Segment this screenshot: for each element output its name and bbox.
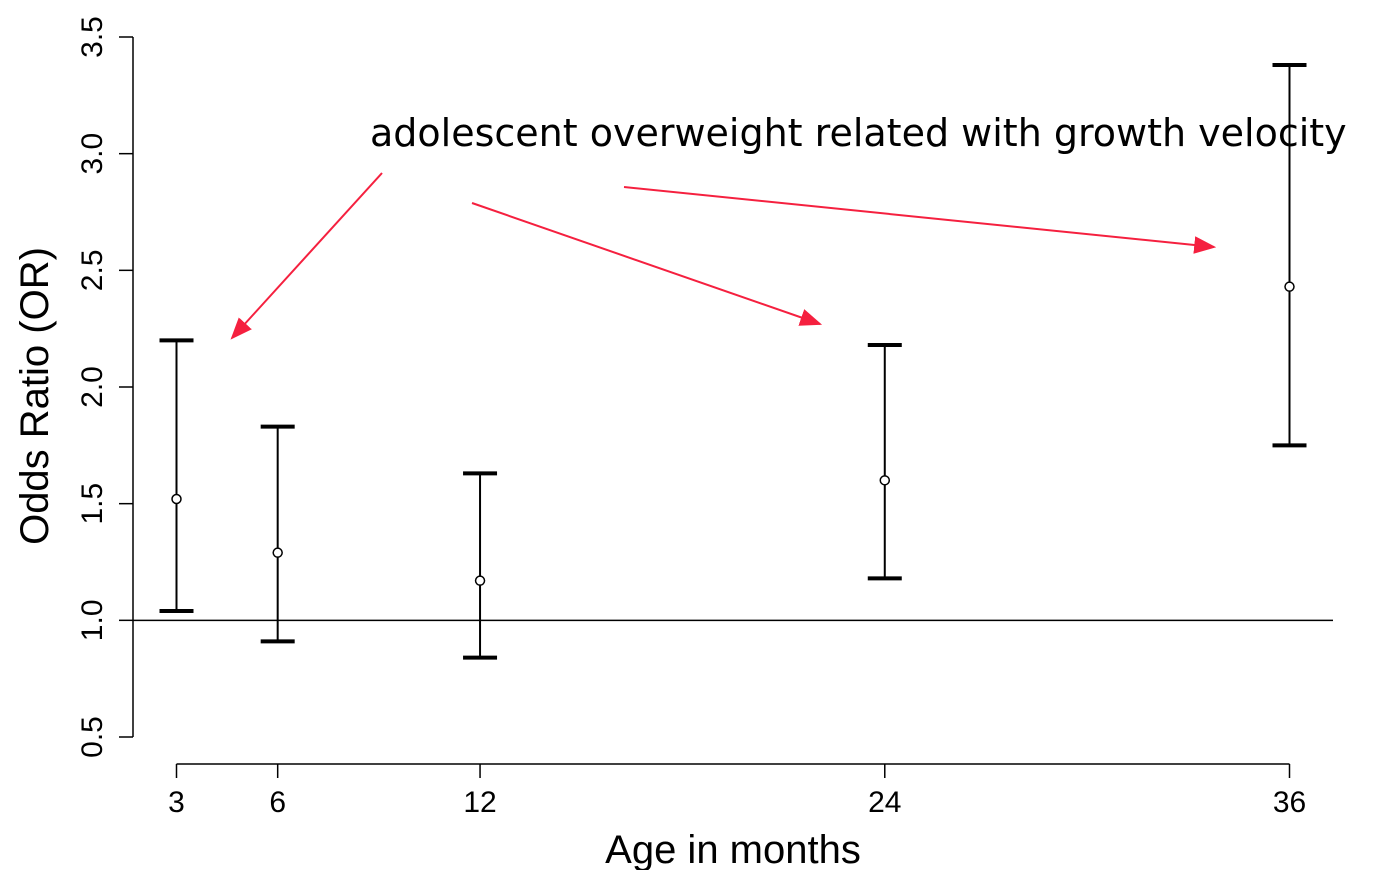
x-tick-label: 12 (463, 786, 496, 819)
x-axis-title: Age in months (605, 828, 861, 870)
y-tick-label: 0.5 (76, 716, 109, 758)
x-tick-label: 3 (168, 786, 185, 819)
y-axis: 0.5 1.0 1.5 2.0 2.5 3.0 3.5 (76, 16, 134, 758)
y-axis-title: Odds Ratio (OR) (13, 247, 57, 545)
annotation-text: adolescent overweight related with growt… (370, 111, 1347, 155)
odds-ratio-point (1284, 281, 1295, 292)
data-points (171, 281, 1295, 586)
odds-ratio-point (272, 547, 283, 558)
x-axis: 3 6 12 24 36 (168, 763, 1306, 819)
x-tick-label: 24 (868, 786, 901, 819)
odds-ratio-point (879, 475, 891, 486)
y-tick-label: 1.0 (76, 599, 109, 641)
annotation-arrow (623, 186, 1217, 254)
odds-ratio-point (474, 575, 486, 586)
odds-ratio-point (171, 493, 182, 505)
y-tick-label: 2.0 (76, 366, 109, 408)
annotation-arrow (471, 202, 823, 326)
x-tick-label: 6 (269, 786, 286, 819)
annotation-arrows (230, 172, 1217, 340)
y-tick-label: 1.5 (76, 483, 109, 525)
y-tick-label: 3.5 (76, 16, 109, 58)
error-bars (159, 63, 1307, 660)
annotation-arrow (230, 172, 383, 340)
y-tick-label: 3.0 (76, 133, 109, 175)
x-tick-label: 36 (1273, 786, 1306, 819)
y-tick-label: 2.5 (76, 249, 109, 291)
